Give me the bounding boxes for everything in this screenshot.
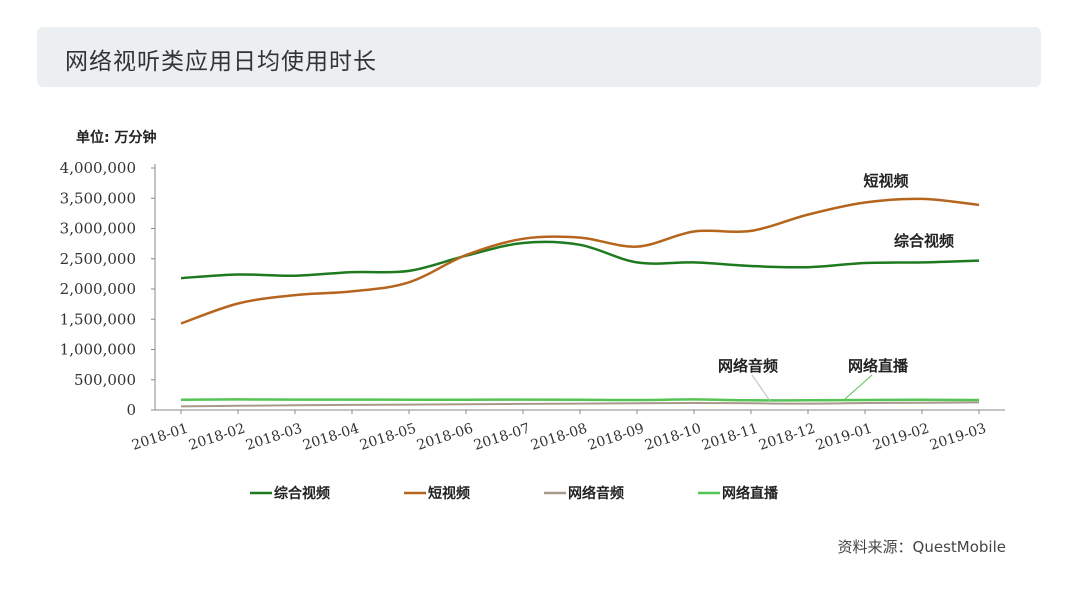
legend-label-net-live: 网络直播 xyxy=(722,485,779,502)
series-lines xyxy=(180,197,980,408)
x-tick-label: 2019-01 xyxy=(814,421,874,454)
annotation-net-live: 网络直播 xyxy=(848,357,909,375)
y-tick-label: 3,000,000 xyxy=(60,220,136,238)
source-note: 资料来源：QuestMobile xyxy=(837,538,1006,556)
x-tick-label: 2018-07 xyxy=(472,421,532,454)
x-tick-label: 2018-12 xyxy=(757,421,817,454)
x-tick-label: 2018-10 xyxy=(643,421,703,454)
y-tick-label: 2,000,000 xyxy=(60,280,136,298)
chart-annotations: 短视频 综合视频 网络音频 网络直播 xyxy=(718,172,954,402)
x-tick-label: 2018-01 xyxy=(130,421,190,454)
x-tick-label: 2018-06 xyxy=(415,421,475,454)
x-tick-label: 2018-08 xyxy=(529,421,589,454)
x-tick-label: 2019-03 xyxy=(928,421,988,454)
annotation-net-audio: 网络音频 xyxy=(718,357,778,375)
y-tick-label: 3,500,000 xyxy=(60,189,136,207)
series-line-net-audio xyxy=(180,401,980,408)
series-line-general-video xyxy=(180,240,980,280)
unit-label: 单位: 万分钟 xyxy=(76,130,157,146)
legend-label-short-video: 短视频 xyxy=(428,485,470,502)
x-tick-label: 2018-11 xyxy=(700,421,760,454)
y-tick-label: 0 xyxy=(126,401,136,419)
y-tick-label: 2,500,000 xyxy=(60,250,136,268)
y-tick-label: 1,500,000 xyxy=(60,310,136,328)
series-line-short-video xyxy=(180,197,980,325)
chart-legend: 综合视频 短视频 网络音频 网络直播 xyxy=(250,485,779,502)
x-tick-label: 2019-02 xyxy=(871,421,931,454)
page-title: 网络视听类应用日均使用时长 xyxy=(65,49,377,75)
y-tick-label: 4,000,000 xyxy=(60,159,136,177)
title-bar: 网络视听类应用日均使用时长 xyxy=(37,27,1041,87)
annotation-leader-audio xyxy=(751,374,771,402)
annotation-leader-live xyxy=(844,374,873,400)
y-tick-label: 1,000,000 xyxy=(60,341,136,359)
annotation-short-video: 短视频 xyxy=(863,172,908,190)
x-tick-label: 2018-03 xyxy=(244,421,304,454)
legend-label-net-audio: 网络音频 xyxy=(568,485,624,502)
x-tick-label: 2018-05 xyxy=(358,421,418,454)
x-tick-label: 2018-09 xyxy=(586,421,646,454)
x-tick-label: 2018-04 xyxy=(301,421,361,454)
x-tick-label: 2018-02 xyxy=(187,421,247,454)
series-line-net-live xyxy=(180,398,980,402)
annotation-general-video: 综合视频 xyxy=(894,232,954,250)
y-tick-label: 500,000 xyxy=(74,371,136,389)
legend-label-general-video: 综合视频 xyxy=(274,485,330,502)
